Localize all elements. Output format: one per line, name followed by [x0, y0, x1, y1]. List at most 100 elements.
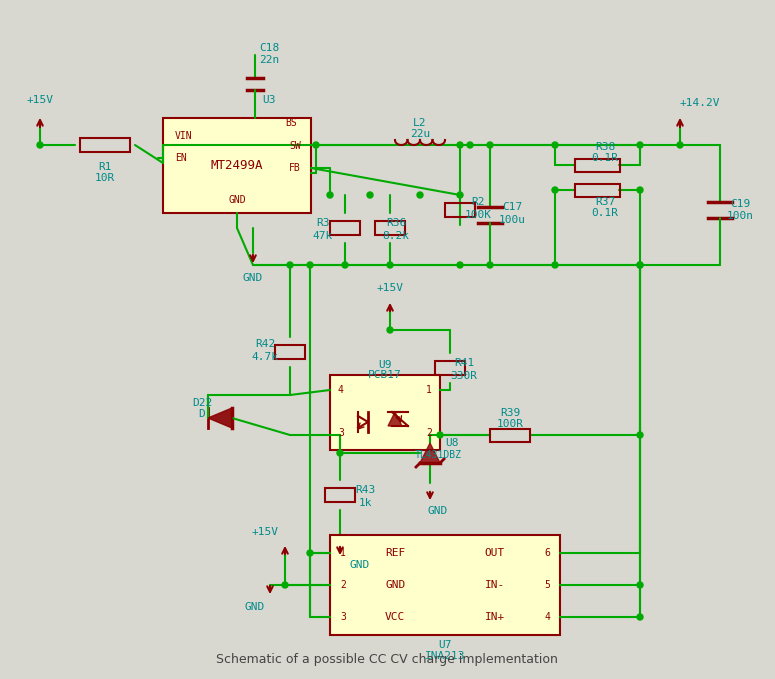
Circle shape [337, 450, 343, 456]
Bar [574, 158, 619, 172]
Text: REF: REF [385, 548, 405, 558]
Circle shape [637, 614, 643, 620]
Circle shape [387, 262, 393, 268]
Bar [330, 221, 360, 235]
Circle shape [637, 262, 643, 268]
Text: R39: R39 [500, 408, 520, 418]
Text: R43: R43 [355, 485, 375, 495]
Text: PCB17: PCB17 [368, 370, 402, 380]
Text: 4: 4 [338, 385, 344, 395]
Bar [325, 488, 355, 502]
Text: VCC: VCC [385, 612, 405, 622]
Text: GND: GND [428, 506, 448, 516]
Text: GND: GND [385, 580, 405, 590]
Text: GND: GND [243, 273, 264, 283]
Text: D: D [198, 409, 205, 419]
Bar [80, 138, 130, 152]
Circle shape [552, 262, 558, 268]
Text: 1: 1 [426, 385, 432, 395]
Circle shape [417, 192, 423, 198]
Circle shape [637, 187, 643, 193]
Text: 6: 6 [544, 548, 550, 558]
Text: INA213: INA213 [425, 651, 465, 661]
Text: 8.2k: 8.2k [383, 231, 409, 241]
Polygon shape [420, 443, 440, 463]
FancyBboxPatch shape [330, 535, 560, 635]
Text: U9: U9 [378, 360, 391, 370]
Text: R36: R36 [386, 218, 406, 228]
Circle shape [282, 582, 288, 588]
Text: +15V: +15V [252, 527, 278, 537]
Text: 100K: 100K [464, 210, 491, 220]
Text: 3: 3 [340, 612, 346, 622]
Circle shape [37, 142, 43, 148]
Circle shape [637, 432, 643, 438]
Bar [435, 361, 465, 375]
Text: +15V: +15V [377, 283, 404, 293]
FancyBboxPatch shape [163, 118, 311, 213]
Text: 100u: 100u [498, 215, 525, 225]
Text: VIN: VIN [175, 131, 193, 141]
Text: C17: C17 [502, 202, 522, 212]
Text: 100n: 100n [726, 211, 753, 221]
Text: 100R: 100R [497, 419, 523, 429]
Circle shape [487, 142, 493, 148]
Bar [445, 203, 475, 217]
Text: C18: C18 [259, 43, 279, 53]
Text: IN+: IN+ [484, 612, 505, 622]
Text: BS: BS [285, 118, 297, 128]
Circle shape [342, 262, 348, 268]
Bar [490, 428, 530, 441]
Circle shape [307, 550, 313, 556]
Text: 0.1R: 0.1R [591, 153, 618, 163]
Text: R41: R41 [454, 358, 474, 368]
Circle shape [327, 192, 333, 198]
Text: FB: FB [289, 163, 301, 173]
Circle shape [313, 142, 319, 148]
Text: R37: R37 [595, 197, 615, 207]
Circle shape [637, 582, 643, 588]
Text: R3: R3 [316, 218, 329, 228]
Text: +15V: +15V [26, 95, 53, 105]
Text: 1: 1 [340, 548, 346, 558]
Circle shape [637, 142, 643, 148]
Circle shape [307, 262, 313, 268]
FancyBboxPatch shape [330, 375, 440, 450]
Polygon shape [388, 412, 402, 426]
Polygon shape [208, 408, 232, 428]
Text: 22u: 22u [410, 129, 430, 139]
Circle shape [677, 142, 683, 148]
Text: L2: L2 [413, 118, 427, 128]
Text: U3: U3 [262, 95, 276, 105]
Text: C19: C19 [730, 199, 750, 209]
Circle shape [437, 432, 443, 438]
Text: 22n: 22n [259, 55, 279, 65]
Text: OUT: OUT [484, 548, 505, 558]
Circle shape [552, 187, 558, 193]
Text: R42: R42 [255, 339, 275, 349]
Circle shape [387, 327, 393, 333]
Text: 5: 5 [544, 580, 550, 590]
Circle shape [552, 142, 558, 148]
Circle shape [487, 262, 493, 268]
Text: MT2499A: MT2499A [211, 159, 264, 172]
Text: U7: U7 [438, 640, 452, 650]
Text: 2: 2 [426, 428, 432, 438]
Circle shape [467, 142, 473, 148]
Bar [375, 221, 405, 235]
Text: 3: 3 [338, 428, 344, 438]
Text: 1k: 1k [358, 498, 372, 508]
Circle shape [637, 262, 643, 268]
Bar [574, 183, 619, 196]
Text: 4.7k: 4.7k [252, 352, 278, 362]
Text: EN: EN [175, 153, 187, 163]
Text: R1: R1 [98, 162, 112, 172]
Circle shape [457, 192, 463, 198]
Text: 0.1R: 0.1R [591, 208, 618, 218]
Text: D22: D22 [192, 398, 212, 408]
Text: Schematic of a possible CC CV charge implementation: Schematic of a possible CC CV charge imp… [216, 653, 558, 667]
Text: GND: GND [350, 560, 370, 570]
Text: TL431DBZ: TL431DBZ [415, 450, 461, 460]
Text: U8: U8 [446, 438, 459, 448]
Circle shape [457, 262, 463, 268]
